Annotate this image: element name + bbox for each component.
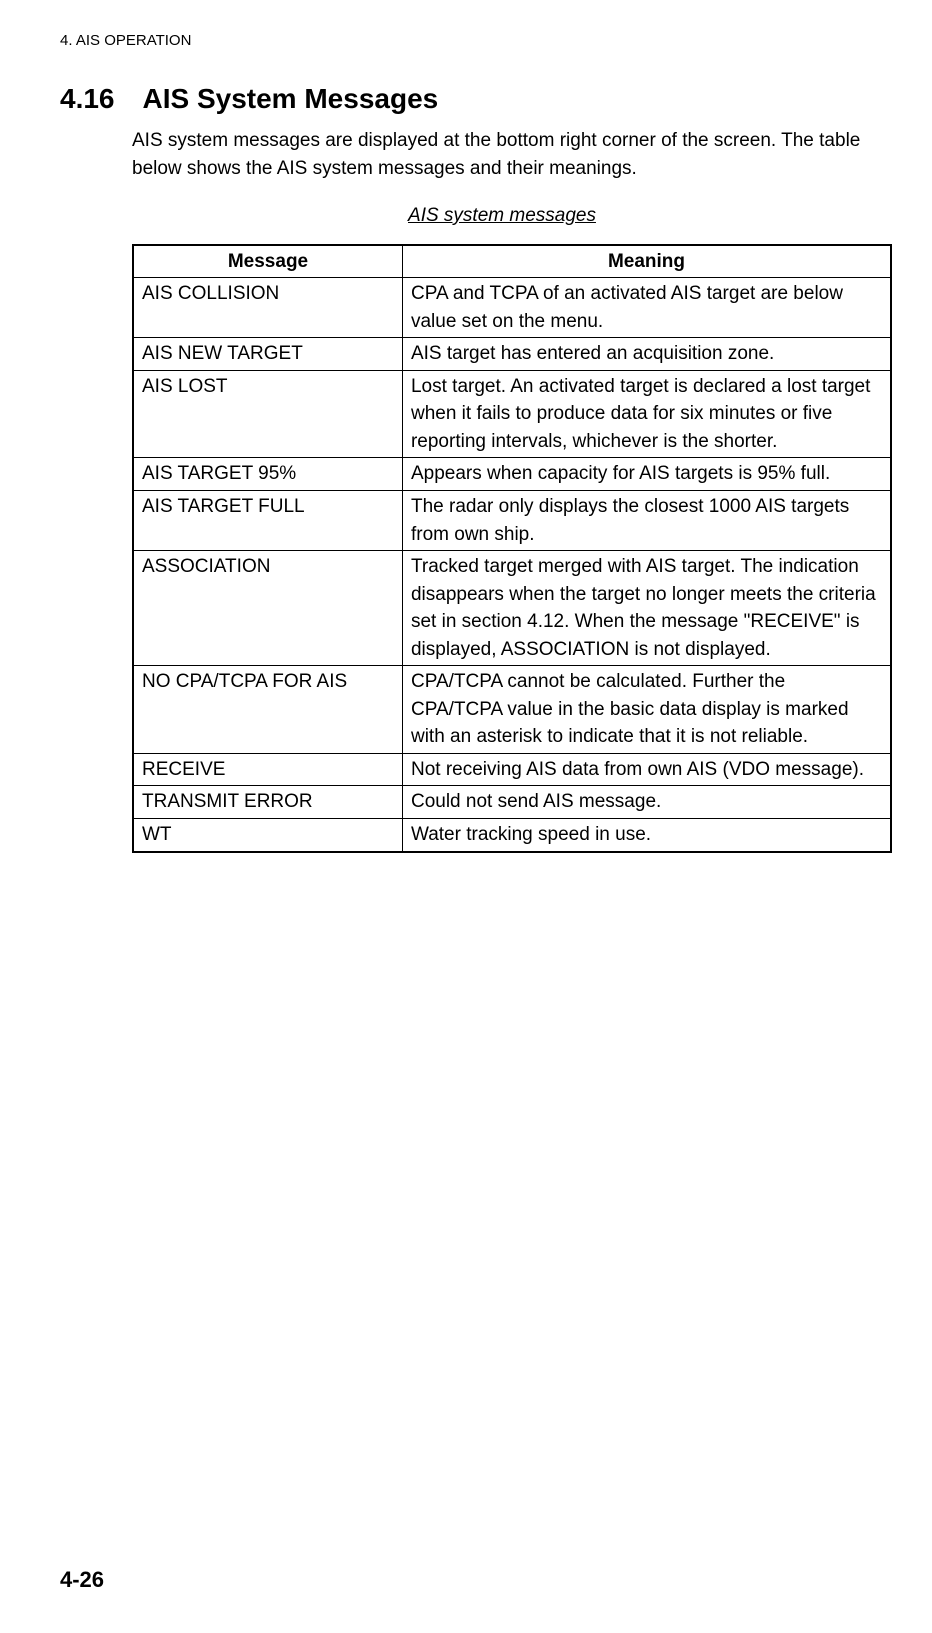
section-title: AIS System Messages bbox=[143, 83, 439, 115]
table-row: AIS TARGET FULL The radar only displays … bbox=[133, 491, 891, 551]
table-row: AIS LOST Lost target. An activated targe… bbox=[133, 370, 891, 458]
table-row: AIS COLLISION CPA and TCPA of an activat… bbox=[133, 278, 891, 338]
page: 4. AIS OPERATION 4.16 AIS System Message… bbox=[0, 0, 932, 1633]
table-row: TRANSMIT ERROR Could not send AIS messag… bbox=[133, 786, 891, 819]
running-header: 4. AIS OPERATION bbox=[60, 32, 872, 49]
cell-message: AIS NEW TARGET bbox=[133, 338, 402, 371]
cell-meaning: Water tracking speed in use. bbox=[402, 819, 891, 852]
cell-meaning: CPA and TCPA of an activated AIS target … bbox=[402, 278, 891, 338]
cell-message: AIS TARGET FULL bbox=[133, 491, 402, 551]
cell-meaning: CPA/TCPA cannot be calculated. Further t… bbox=[402, 666, 891, 754]
page-number: 4-26 bbox=[60, 1567, 104, 1593]
table-row: ASSOCIATION Tracked target merged with A… bbox=[133, 551, 891, 666]
table-row: NO CPA/TCPA FOR AIS CPA/TCPA cannot be c… bbox=[133, 666, 891, 754]
table-row: WT Water tracking speed in use. bbox=[133, 819, 891, 852]
table-row: AIS NEW TARGET AIS target has entered an… bbox=[133, 338, 891, 371]
cell-message: RECEIVE bbox=[133, 753, 402, 786]
col-header-meaning: Meaning bbox=[402, 245, 891, 278]
cell-message: NO CPA/TCPA FOR AIS bbox=[133, 666, 402, 754]
cell-meaning: Not receiving AIS data from own AIS (VDO… bbox=[402, 753, 891, 786]
cell-meaning: Tracked target merged with AIS target. T… bbox=[402, 551, 891, 666]
cell-meaning: The radar only displays the closest 1000… bbox=[402, 491, 891, 551]
cell-message: AIS LOST bbox=[133, 370, 402, 458]
cell-message: WT bbox=[133, 819, 402, 852]
ais-messages-table: Message Meaning AIS COLLISION CPA and TC… bbox=[132, 244, 892, 853]
section-heading: 4.16 AIS System Messages bbox=[60, 83, 872, 115]
cell-message: ASSOCIATION bbox=[133, 551, 402, 666]
cell-message: AIS COLLISION bbox=[133, 278, 402, 338]
cell-message: TRANSMIT ERROR bbox=[133, 786, 402, 819]
section-intro: AIS system messages are displayed at the… bbox=[132, 127, 872, 182]
col-header-message: Message bbox=[133, 245, 402, 278]
cell-meaning: Appears when capacity for AIS targets is… bbox=[402, 458, 891, 491]
table-caption: AIS system messages bbox=[132, 202, 872, 230]
cell-message: AIS TARGET 95% bbox=[133, 458, 402, 491]
cell-meaning: Lost target. An activated target is decl… bbox=[402, 370, 891, 458]
cell-meaning: AIS target has entered an acquisition zo… bbox=[402, 338, 891, 371]
cell-meaning: Could not send AIS message. bbox=[402, 786, 891, 819]
section-number: 4.16 bbox=[60, 83, 115, 115]
body-block: AIS system messages are displayed at the… bbox=[132, 127, 872, 853]
table-row: RECEIVE Not receiving AIS data from own … bbox=[133, 753, 891, 786]
table-row: AIS TARGET 95% Appears when capacity for… bbox=[133, 458, 891, 491]
table-header-row: Message Meaning bbox=[133, 245, 891, 278]
